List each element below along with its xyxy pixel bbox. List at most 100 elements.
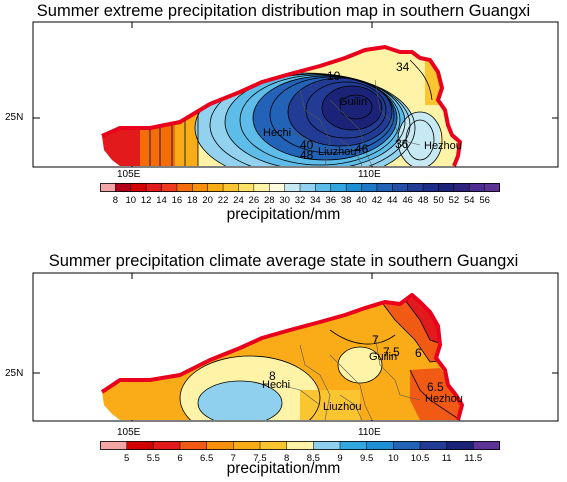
panel1-colorbar-swatch [130,183,147,192]
panel1-colorbar-swatch [284,183,301,192]
panel1-city-liuzhou: Liuzhou [318,146,357,158]
panel2-contour-label-6: 6 [415,346,422,360]
panel2-colorbar-tick-label: 7.5 [253,453,266,464]
panel1-colorbar-tick-label: 10 [125,195,136,206]
panel2-colorbar-tick-label: 8 [284,453,289,464]
panel1-colorbar-tick-label: 50 [433,195,444,206]
panel1-colorbar-swatch [346,183,362,192]
panel1-colorbar-tick-label: 30 [279,195,290,206]
panel2-city-hechi: Hechi [262,379,291,391]
panel2-colorbar-tick-label: 11 [442,453,452,464]
panel2-colorbar-swatch [420,441,447,450]
panel2-colorbar-swatch [126,441,154,450]
panel1-colorbar-tick-label: 16 [172,195,183,206]
panel1-lon-label-110: 110E [358,169,381,180]
panel1-colorbar-swatch [453,183,470,192]
panel1-colorbar-tick-label: 26 [249,195,260,206]
panel1-colorbar-swatch [161,183,178,192]
panel1-region-border [101,45,462,167]
panel1-contour-label-36: 36 [395,137,409,151]
panel2-colorbar-swatch [473,441,500,450]
panel2-colorbar-label: precipitation/mm [226,460,341,477]
panel1-contour-label-40: 40 [300,138,314,152]
panel1-colorbar-swatch [223,183,239,192]
panel2-contour-label-7: 7 [372,333,379,347]
panel2-contour-label-8: 8 [269,369,276,383]
panel2-colorbar-tick-label: 11.5 [464,453,482,464]
panel1-lon-label-105: 105E [117,169,141,180]
panel2-colorbar-swatch [233,441,261,450]
panel1-colorbar-swatch [115,183,132,192]
panel1-colorbar-tick-label: 28 [264,195,275,206]
panel1-colorbar-tick-label: 42 [372,195,383,206]
panel1-colorbar-swatch [238,183,255,192]
panel1-colorbar-swatch [361,183,378,192]
panel2-colorbar-swatch [313,441,341,450]
panel2-colorbar-swatch [100,441,127,450]
panel1-colorbar-swatch [146,183,162,192]
panel1-contour-label-34: 34 [396,60,410,74]
panel2-lat-label: 25N [5,368,24,379]
panel1-colorbar-label: precipitation/mm [226,206,341,223]
panel1-colorbar-tick-label: 34 [310,195,321,206]
panel2-lon-label-105: 105E [117,427,141,438]
panel1-title: Summer extreme precipitation distributio… [36,2,531,20]
panel1-colorbar-tick-label: 46 [402,195,413,206]
panel1-city-guilin: Guilin [339,96,368,108]
panel2-colorbar-tick-label: 5.5 [147,453,160,464]
panel2-colorbar-tick-label: 10 [388,453,399,464]
panel1-colorbar-tick-label: 54 [464,195,475,206]
panel1-colorbar-tick-label: 12 [141,195,152,206]
panel1-colorbar-swatch [300,183,316,192]
panel1-colorbar-swatch [392,183,408,192]
panel1-colorbar-swatch [438,183,455,192]
panel1-colorbar-swatch [192,183,208,192]
panel1-city-hechi: Hechi [263,127,292,139]
panel2-region-border [100,293,464,421]
panel2-colorbar-swatch [153,441,181,450]
panel2-colorbar-tick-label: 5 [124,453,129,464]
panel1-colorbar-tick-label: 40 [356,195,367,206]
panel2-colorbar-swatch [393,441,421,450]
panel2-colorbar-tick-label: 8.5 [307,453,320,464]
panel2-colorbar-tick-label: 9.5 [360,453,373,464]
panel1-colorbar-tick-label: 8 [113,195,118,206]
panel2-colorbar-tick-label: 6.5 [200,453,213,464]
panel1-colorbar-swatch [315,183,332,192]
panel2-city-hezhou: Hezhou [425,393,463,405]
panel1-colorbar-swatch [484,183,500,192]
panel1-colorbar-tick-label: 52 [449,195,460,206]
panel1-colorbar-tick-label: 24 [233,195,244,206]
panel1-colorbar-tick-label: 20 [202,195,213,206]
panel1-colorbar-swatch [330,183,347,192]
panel1-colorbar-tick-label: 56 [479,195,490,206]
panel1-colorbar-swatch [269,183,285,192]
panel2-colorbar-swatch [446,441,474,450]
panel1-colorbar-tick-label: 32 [295,195,306,206]
panel2-contour-label-6-5: 6.5 [427,380,444,394]
panel1-colorbar-swatch [423,183,439,192]
panel1-colorbar-tick-label: 36 [325,195,336,206]
panel2-colorbar-swatch [340,441,367,450]
panel2-colorbar-swatch [180,441,207,450]
panel2-colorbar-tick-label: 10.5 [411,453,430,464]
panel1-colorbar-tick-label: 48 [418,195,429,206]
panel2-colorbar: 5 5.5 6 6.5 7 7.5 8 8.5 9 9.5 10 10.5 11 11.5 [100,441,500,464]
panel1-colorbar-swatch [207,183,224,192]
panel1-colorbar-swatch [469,183,485,192]
panel2-title: Summer precipitation climate average sta… [48,252,519,270]
panel2-colorbar-swatch [286,441,314,450]
panel2-colorbar-tick-label: 9 [337,453,342,464]
panel1-colorbar-swatch [100,183,116,192]
panel1-colorbar-swatch [176,183,193,192]
panel2-colorbar-tick-label: 6 [177,453,182,464]
panel1-colorbar-tick-label: 22 [218,195,229,206]
panel2-colorbar-swatch [260,441,287,450]
panel1-contour-label-46: 46 [355,142,369,156]
panel1-colorbar: 8 10 12 14 16 18 20 22 24 26 28 30 32 34 36 38 40 42 44 46 4… [100,183,500,206]
panel1-colorbar-swatch [407,183,424,192]
panel1-contour-label-10: 10 [327,69,341,83]
panel1-lat-label: 25N [5,112,24,123]
